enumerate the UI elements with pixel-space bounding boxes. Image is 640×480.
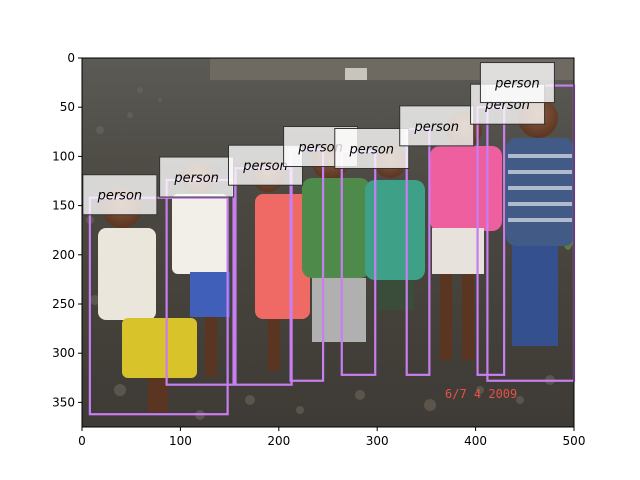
x-tick-label: 200 — [267, 434, 290, 448]
y-tick-label: 300 — [52, 346, 75, 360]
axes-frame — [81, 57, 575, 428]
y-tick-label: 50 — [60, 100, 75, 114]
detection-label: person — [97, 189, 143, 204]
detection-label: person — [173, 171, 219, 186]
detection-label-box — [334, 127, 410, 169]
x-tick-label: 300 — [366, 434, 389, 448]
y-tick-label: 350 — [52, 395, 75, 409]
detection-layer: person person person person person person pers… — [82, 62, 576, 416]
y-tick-label: 0 — [67, 51, 75, 65]
x-axis: 0 100 200 300 400 500 — [78, 427, 585, 448]
x-tick-label: 0 — [78, 434, 86, 448]
detection-label: person — [413, 120, 459, 135]
x-tick-label: 400 — [464, 434, 487, 448]
x-tick-label: 500 — [563, 434, 586, 448]
detection-label: person — [348, 142, 394, 157]
stone — [345, 68, 367, 80]
detection-label: person — [297, 141, 343, 156]
detection-label-box — [399, 105, 475, 147]
detection-label-box — [159, 156, 235, 198]
detection-label: person — [494, 77, 540, 92]
y-tick-label: 100 — [52, 149, 75, 163]
detection-label-box — [82, 174, 158, 216]
y-axis: 0 50 100 150 200 250 300 350 — [52, 51, 82, 409]
detection-label: person — [242, 159, 288, 174]
detection-label-box — [479, 62, 555, 104]
detection-box — [88, 196, 229, 416]
children — [98, 98, 574, 412]
y-tick-label: 250 — [52, 297, 75, 311]
gravel-texture — [86, 87, 555, 420]
photo-timestamp: 6/7 4 2009 — [445, 387, 517, 401]
y-tick-label: 200 — [52, 248, 75, 262]
y-tick-label: 150 — [52, 199, 75, 213]
x-tick-label: 100 — [169, 434, 192, 448]
